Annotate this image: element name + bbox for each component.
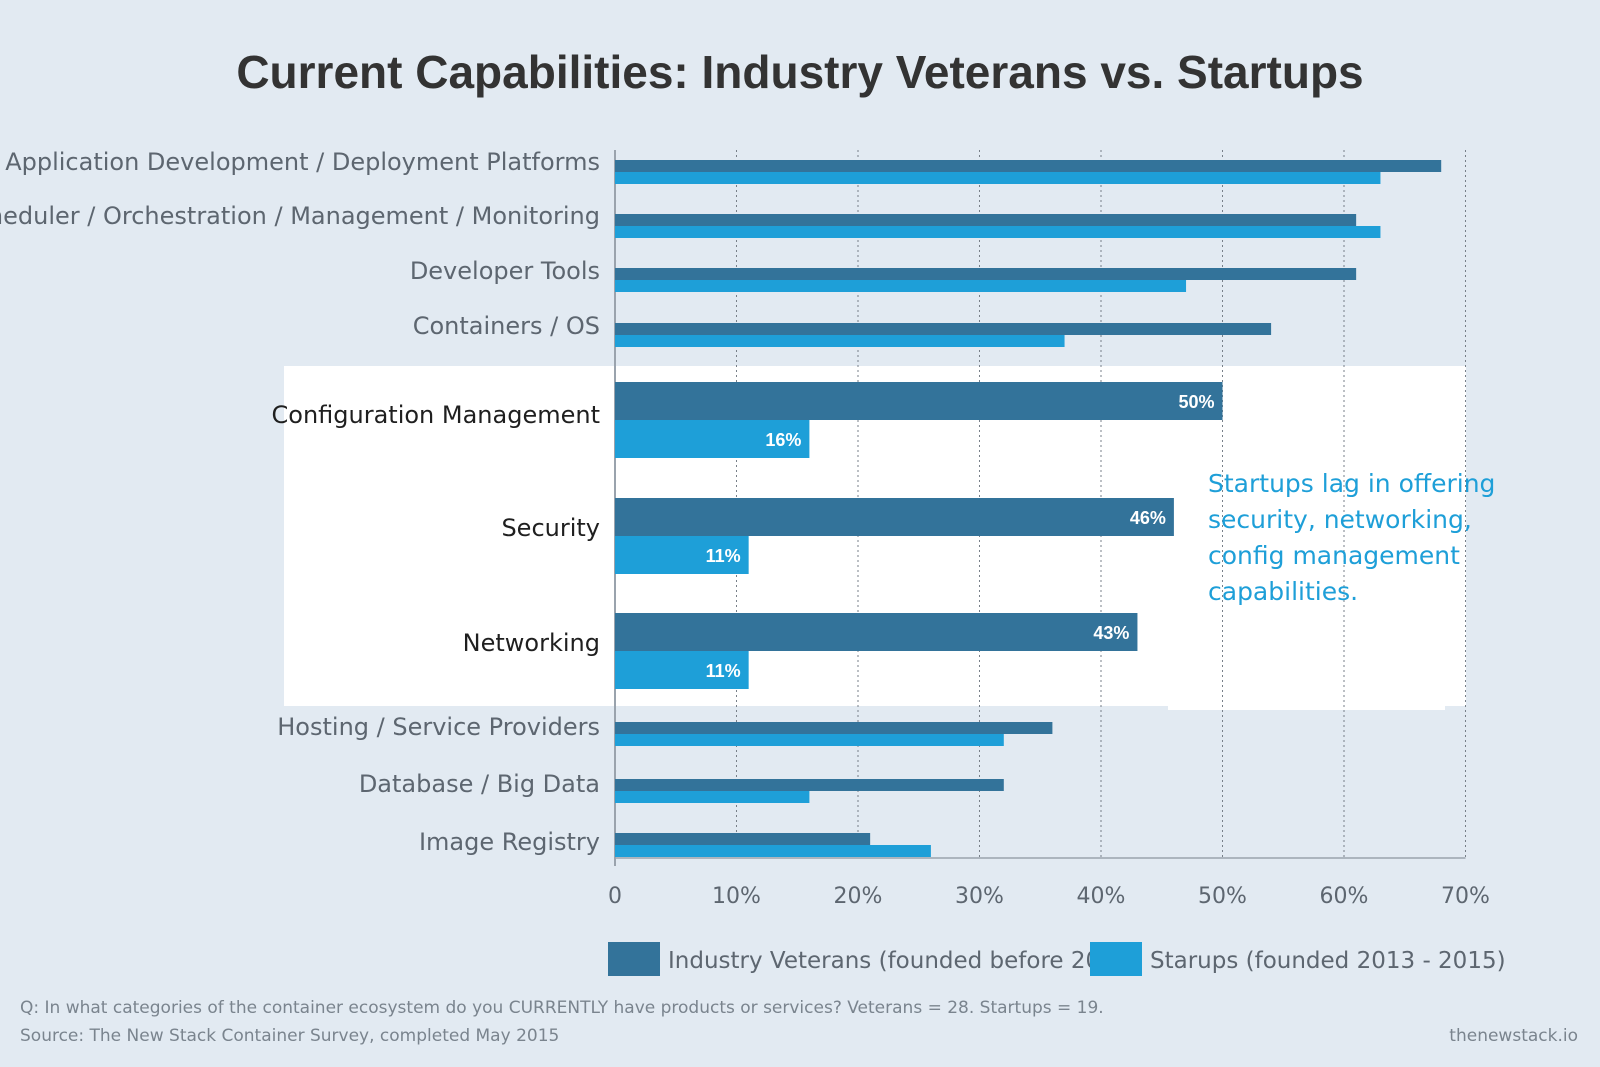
data-label-veterans: 46% [1130,508,1166,528]
bar-veterans [615,382,1223,420]
annotation-line: security, networking, [1208,505,1472,534]
footer-site: thenewstack.io [1449,1026,1578,1046]
legend: Industry Veterans (founded before 2013) S… [608,942,1506,976]
bar-veterans [615,722,1053,734]
data-label-startups: 16% [765,430,801,450]
bar-startups [615,536,749,574]
annotation-panel [1168,366,1445,710]
x-ticks: 0 10% 20% 30% 40% 50% 60% 70% [608,884,1490,909]
bar-startups [615,845,931,857]
bar-startups [615,420,810,458]
x-tick-label: 70% [1441,884,1490,909]
legend-label: Industry Veterans (founded before 2013) [668,948,1138,974]
annotation-line: capabilities. [1208,577,1358,606]
category-label: Containers / OS [413,312,600,340]
bar-veterans [615,160,1442,172]
x-tick-label: 30% [955,884,1004,909]
footer-source: Source: The New Stack Container Survey, … [20,1026,559,1046]
x-tick-label: 20% [834,884,883,909]
category-label: Database / Big Data [359,770,600,798]
data-label-veterans: 43% [1093,623,1129,643]
data-label-veterans: 50% [1178,392,1214,412]
bar-veterans [615,833,871,845]
category-label: Networking [463,629,600,657]
x-tick-label: 50% [1198,884,1247,909]
legend-swatch [608,942,660,976]
bar-veterans [615,323,1272,335]
bar-startups [615,734,1004,746]
data-label-startups: 11% [706,546,741,566]
bar-veterans [615,779,1004,791]
data-label-startups: 11% [706,661,741,681]
annotation-line: config management [1208,541,1460,570]
x-tick-label: 0 [608,884,622,909]
category-label: Configuration Management [272,401,601,429]
bar-startups [615,791,810,803]
category-label: Developer Tools [410,257,600,285]
x-tick-label: 60% [1320,884,1369,909]
bar-veterans [615,498,1174,536]
category-label: Hosting / Service Providers [277,713,600,741]
category-labels: Application Development / Deployment Pla… [0,148,600,856]
bar-startups [615,172,1381,184]
bar-startups [615,226,1381,238]
x-tick-label: 10% [712,884,761,909]
bar-veterans [615,268,1357,280]
category-label: Image Registry [419,828,600,856]
bar-startups [615,280,1187,292]
bar-startups [615,651,749,689]
bar-startups [615,335,1065,347]
chart-title: Current Capabilities: Industry Veterans … [236,46,1363,98]
bars: 50% 16% 46% 11% 43% 11% [615,160,1442,857]
x-tick-label: 40% [1077,884,1126,909]
legend-swatch [1090,942,1142,976]
category-label: Security [501,514,600,542]
annotation-line: Startups lag in offering [1208,469,1495,498]
bar-veterans [615,214,1357,226]
annotation: Startups lag in offering security, networ… [1208,469,1495,606]
legend-label: Starups (founded 2013 - 2015) [1150,948,1506,974]
category-label: Scheduler / Orchestration / Management /… [0,202,600,230]
bar-veterans [615,613,1138,651]
category-label: Application Development / Deployment Pla… [5,148,600,176]
footer: Q: In what categories of the container e… [20,998,1578,1046]
footer-question: Q: In what categories of the container e… [20,998,1104,1018]
